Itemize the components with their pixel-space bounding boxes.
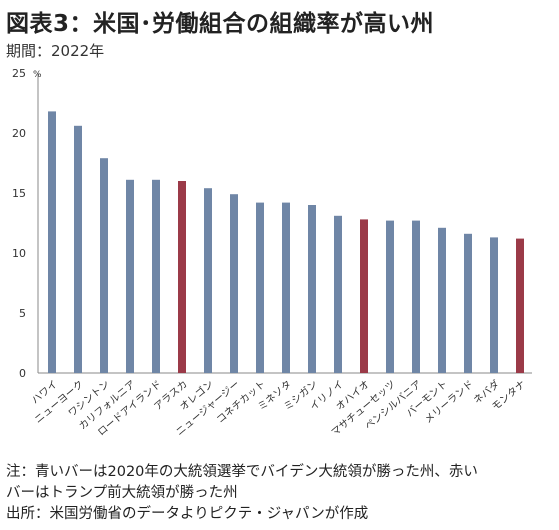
y-tick-label: 20 xyxy=(12,127,26,140)
y-tick-label: 15 xyxy=(12,187,26,200)
y-tick-label: 5 xyxy=(19,307,26,320)
source-line: 出所：米国労働省のデータよりピクテ・ジャパンが作成 xyxy=(6,506,369,522)
bar xyxy=(308,205,316,373)
bar xyxy=(282,202,290,373)
bar xyxy=(100,158,108,373)
bar xyxy=(412,220,420,373)
bar xyxy=(204,188,212,373)
bar xyxy=(360,219,368,373)
chart-title: 図表3：米国･労働組合の組織率が高い州 xyxy=(6,11,435,37)
note-line-1: 注：青いバーは2020年の大統領選挙でバイデン大統領が勝った州、赤い xyxy=(6,464,478,480)
y-tick-label: 25 xyxy=(12,67,26,80)
bar xyxy=(230,194,238,373)
bar xyxy=(516,238,524,373)
bar xyxy=(334,215,342,373)
period-label: 期間：2022年 xyxy=(6,42,105,60)
bar xyxy=(490,237,498,373)
y-tick-label: 0 xyxy=(19,367,26,380)
bar xyxy=(464,233,472,373)
bar xyxy=(126,179,134,373)
bar xyxy=(178,181,186,373)
note-line-2: バーはトランプ前大統領が勝った州 xyxy=(6,485,238,501)
bar xyxy=(256,202,264,373)
chart-notes: 注：青いバーは2020年の大統領選挙でバイデン大統領が勝った州、赤い バーはトラ… xyxy=(6,462,554,525)
bar xyxy=(386,220,394,373)
bar xyxy=(48,111,56,374)
bar xyxy=(152,179,160,373)
y-tick-label: 10 xyxy=(12,247,26,260)
y-unit-label: % xyxy=(33,70,42,80)
bar xyxy=(74,125,82,373)
bar xyxy=(438,227,446,373)
